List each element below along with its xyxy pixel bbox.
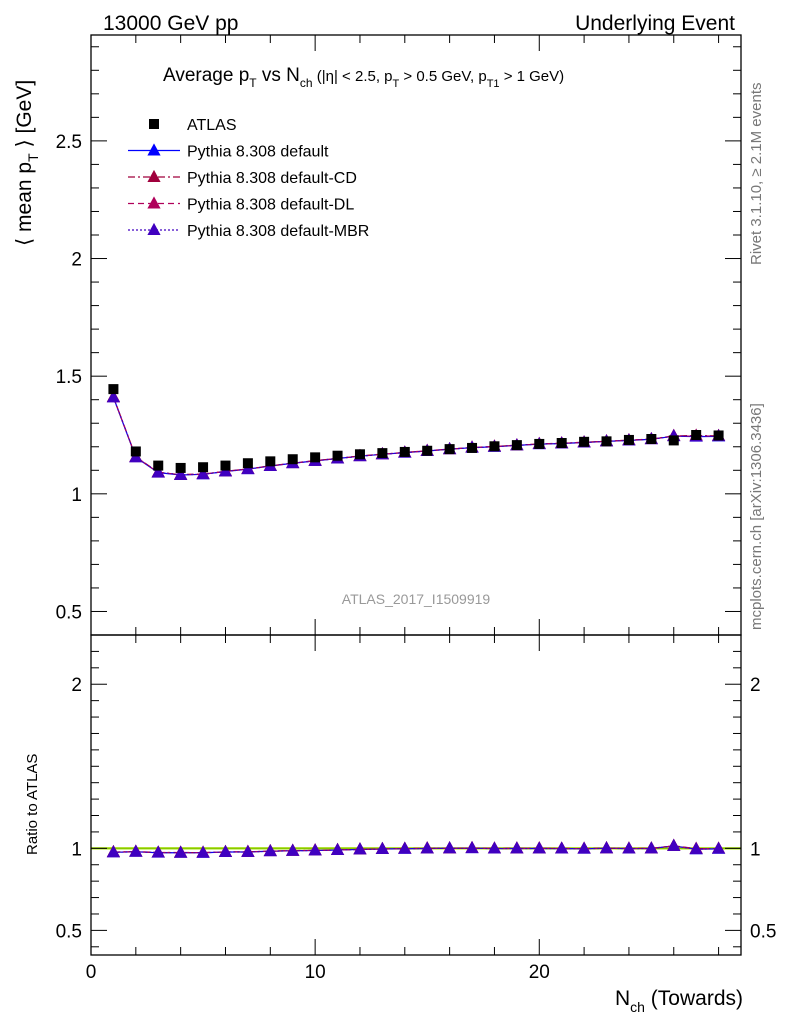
legend-marker: [147, 196, 161, 209]
y-tick-label: 1: [71, 485, 82, 506]
ratio-point-3: [711, 841, 726, 854]
series-point-3: [196, 467, 210, 480]
analysis-id: ATLAS_2017_I1509919: [342, 591, 491, 607]
reference-point: [511, 440, 522, 451]
legend-marker: [147, 169, 161, 182]
ratio-point-3: [599, 841, 614, 854]
reference-point: [691, 430, 702, 440]
legend-label: Pythia 8.308 default-CD: [187, 170, 357, 187]
ratio-y-tick-label-right: 2: [750, 675, 761, 696]
reference-point: [646, 434, 657, 444]
legend-label: Pythia 8.308 default: [187, 144, 329, 161]
ratio-point-3: [218, 844, 233, 857]
ratio-point-3: [420, 841, 434, 854]
ratio-point-3: [577, 841, 591, 854]
chart-title: Average pT vs Nch (|η| < 2.5, pT > 0.5 G…: [163, 65, 564, 90]
ratio-point-3: [263, 844, 277, 857]
reference-point: [422, 445, 433, 456]
reference-point: [556, 438, 567, 448]
x-axis-label: Nch (Towards): [615, 987, 743, 1015]
reference-point: [444, 444, 455, 455]
ratio-point-3: [375, 841, 389, 854]
reference-point: [287, 454, 298, 465]
ratio-point-3: [196, 845, 210, 858]
series-point-3: [174, 467, 188, 480]
y-tick-label: 2: [71, 250, 82, 271]
ratio-y-tick-label: 0.5: [56, 921, 82, 942]
legend-label: Pythia 8.308 default-MBR: [187, 223, 369, 240]
legend-label: Pythia 8.308 default-DL: [187, 197, 354, 214]
reference-point: [198, 462, 209, 473]
legend-marker: [147, 143, 161, 156]
reference-point: [310, 452, 321, 463]
ratio-y-tick-label: 2: [71, 675, 82, 696]
reference-point: [332, 450, 343, 461]
ratio-point-3: [622, 841, 636, 854]
series-point-3: [106, 390, 121, 403]
ratio-plot-frame: [90, 634, 742, 956]
reference-point: [377, 448, 388, 459]
legend-marker-reference: [149, 119, 159, 129]
ratio-point-3: [241, 844, 255, 857]
ratio-point-3: [532, 841, 546, 854]
ratio-line-3: [113, 845, 719, 854]
ratio-point-3: [308, 843, 322, 856]
reference-point: [265, 456, 276, 467]
ratio-point-3: [555, 841, 569, 854]
y-axis-label: ⟨ mean pT ⟩ [GeV]: [13, 80, 41, 246]
ratio-point-3: [398, 841, 412, 854]
ratio-point-3: [151, 845, 165, 858]
rivet-label: Rivet 3.1.10, ≥ 2.1M events: [748, 83, 765, 266]
reference-point: [579, 436, 590, 447]
reference-point: [108, 384, 119, 395]
ratio-point-3: [174, 845, 188, 858]
reference-point: [713, 430, 724, 441]
reference-point: [534, 438, 545, 449]
ratio-point-3: [644, 841, 658, 854]
reference-point: [242, 458, 253, 469]
legend-label: ATLAS: [187, 117, 237, 134]
reference-point: [175, 462, 186, 473]
series-point-3: [151, 465, 165, 478]
series-line-3: [112, 397, 719, 476]
reference-point: [489, 441, 500, 452]
reference-point: [601, 436, 612, 447]
ratio-y-tick-label-right: 0.5: [750, 921, 776, 942]
x-tick-label: 20: [529, 962, 550, 983]
legend-marker: [147, 222, 161, 235]
x-tick-label: 10: [305, 962, 326, 983]
ratio-point-3: [286, 843, 300, 856]
y-tick-label: 2.5: [56, 132, 82, 153]
ratio-y-axis-label: Ratio to ATLAS: [24, 754, 41, 855]
reference-point: [354, 449, 365, 460]
header-right: Underlying Event: [575, 12, 735, 35]
reference-point: [220, 460, 231, 471]
mcplots-label: mcplots.cern.ch [arXiv:1306.3436]: [748, 403, 765, 630]
ratio-point-3: [465, 841, 479, 854]
ratio-point-3: [129, 844, 143, 857]
ratio-point-3: [106, 845, 121, 858]
reference-point: [399, 446, 410, 457]
ratio-y-tick-label-right: 1: [750, 839, 761, 860]
ratio-point-3: [443, 841, 457, 854]
ratio-point-3: [487, 841, 502, 854]
ratio-point-3: [353, 842, 367, 855]
x-tick-label: 0: [86, 962, 97, 983]
ratio-point-3: [689, 841, 703, 855]
y-tick-label: 1.5: [56, 367, 82, 388]
reference-point: [623, 434, 634, 445]
reference-point: [153, 460, 164, 471]
ratio-point-3: [510, 841, 524, 854]
chart-title-text: Average p: [163, 65, 249, 86]
ratio-point-3: [667, 838, 681, 851]
reference-point: [668, 435, 679, 446]
y-tick-label: 0.5: [56, 602, 82, 623]
header-left: 13000 GeV pp: [103, 12, 238, 35]
reference-point: [130, 446, 141, 457]
ratio-point-3: [330, 842, 345, 855]
ratio-y-tick-label: 1: [71, 839, 82, 860]
reference-point: [467, 442, 478, 453]
